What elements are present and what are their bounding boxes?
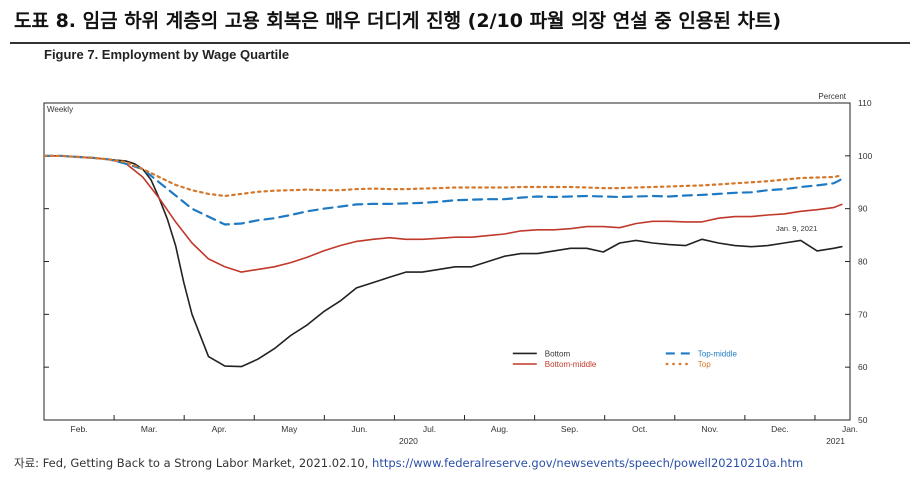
y-tick-label: 90	[858, 204, 868, 214]
x-tick-label: Feb.	[71, 424, 88, 434]
left-axis-label: Weekly	[47, 105, 73, 114]
x-tick-label: Mar.	[141, 424, 158, 434]
x-tick-label: Aug.	[491, 424, 509, 434]
y-tick-label: 70	[858, 309, 868, 319]
source-link[interactable]: https://www.federalreserve.gov/newsevent…	[372, 456, 804, 470]
y-tick-label: 50	[858, 415, 868, 425]
x-tick-label: Jan.	[842, 424, 858, 434]
y-tick-label: 80	[858, 257, 868, 267]
x-year-label: 2020	[399, 436, 418, 446]
x-tick-label: Oct.	[632, 424, 648, 434]
title-divider	[10, 42, 910, 44]
legend-label: Top-middle	[698, 349, 738, 358]
employment-chart: Weekly Percent 50 60 70 80 90 100 110 Feb. Mar. Apr…	[42, 92, 872, 446]
legend-label: Bottom-middle	[545, 360, 597, 369]
y-tick-label: 110	[858, 98, 872, 108]
x-tick-label: Sep.	[561, 424, 579, 434]
x-tick-label: Jun.	[351, 424, 367, 434]
source-note: 자료: Fed, Getting Back to a Strong Labor …	[14, 455, 803, 471]
legend-label: Top	[698, 360, 711, 369]
x-tick-label: Jul.	[423, 424, 436, 434]
series-line-top-middle	[42, 154, 843, 226]
series-line-bottom	[43, 155, 843, 368]
source-citation: 자료: Fed, Getting Back to a Strong Labor …	[14, 456, 369, 470]
y-tick-label: 100	[858, 151, 872, 161]
series-line-top	[42, 154, 843, 198]
right-axis-label: Percent	[818, 92, 846, 101]
series-line-bottom-middle	[43, 155, 843, 273]
x-tick-label: Dec.	[771, 424, 788, 434]
x-tick-label: Nov.	[701, 424, 718, 434]
date-annotation: Jan. 9, 2021	[776, 224, 817, 233]
y-tick-label: 60	[858, 362, 868, 372]
report-figure-title: 도표 8. 임금 하위 계층의 고용 회복은 매우 더디게 진행 (2/10 파…	[14, 10, 782, 32]
x-tick-label: May	[281, 424, 298, 434]
x-tick-label: Apr.	[212, 424, 227, 434]
chart-title: Figure 7. Employment by Wage Quartile	[44, 47, 290, 62]
plot-frame	[43, 102, 851, 421]
legend-label: Bottom	[545, 349, 571, 358]
x-year-label: 2021	[826, 436, 845, 446]
